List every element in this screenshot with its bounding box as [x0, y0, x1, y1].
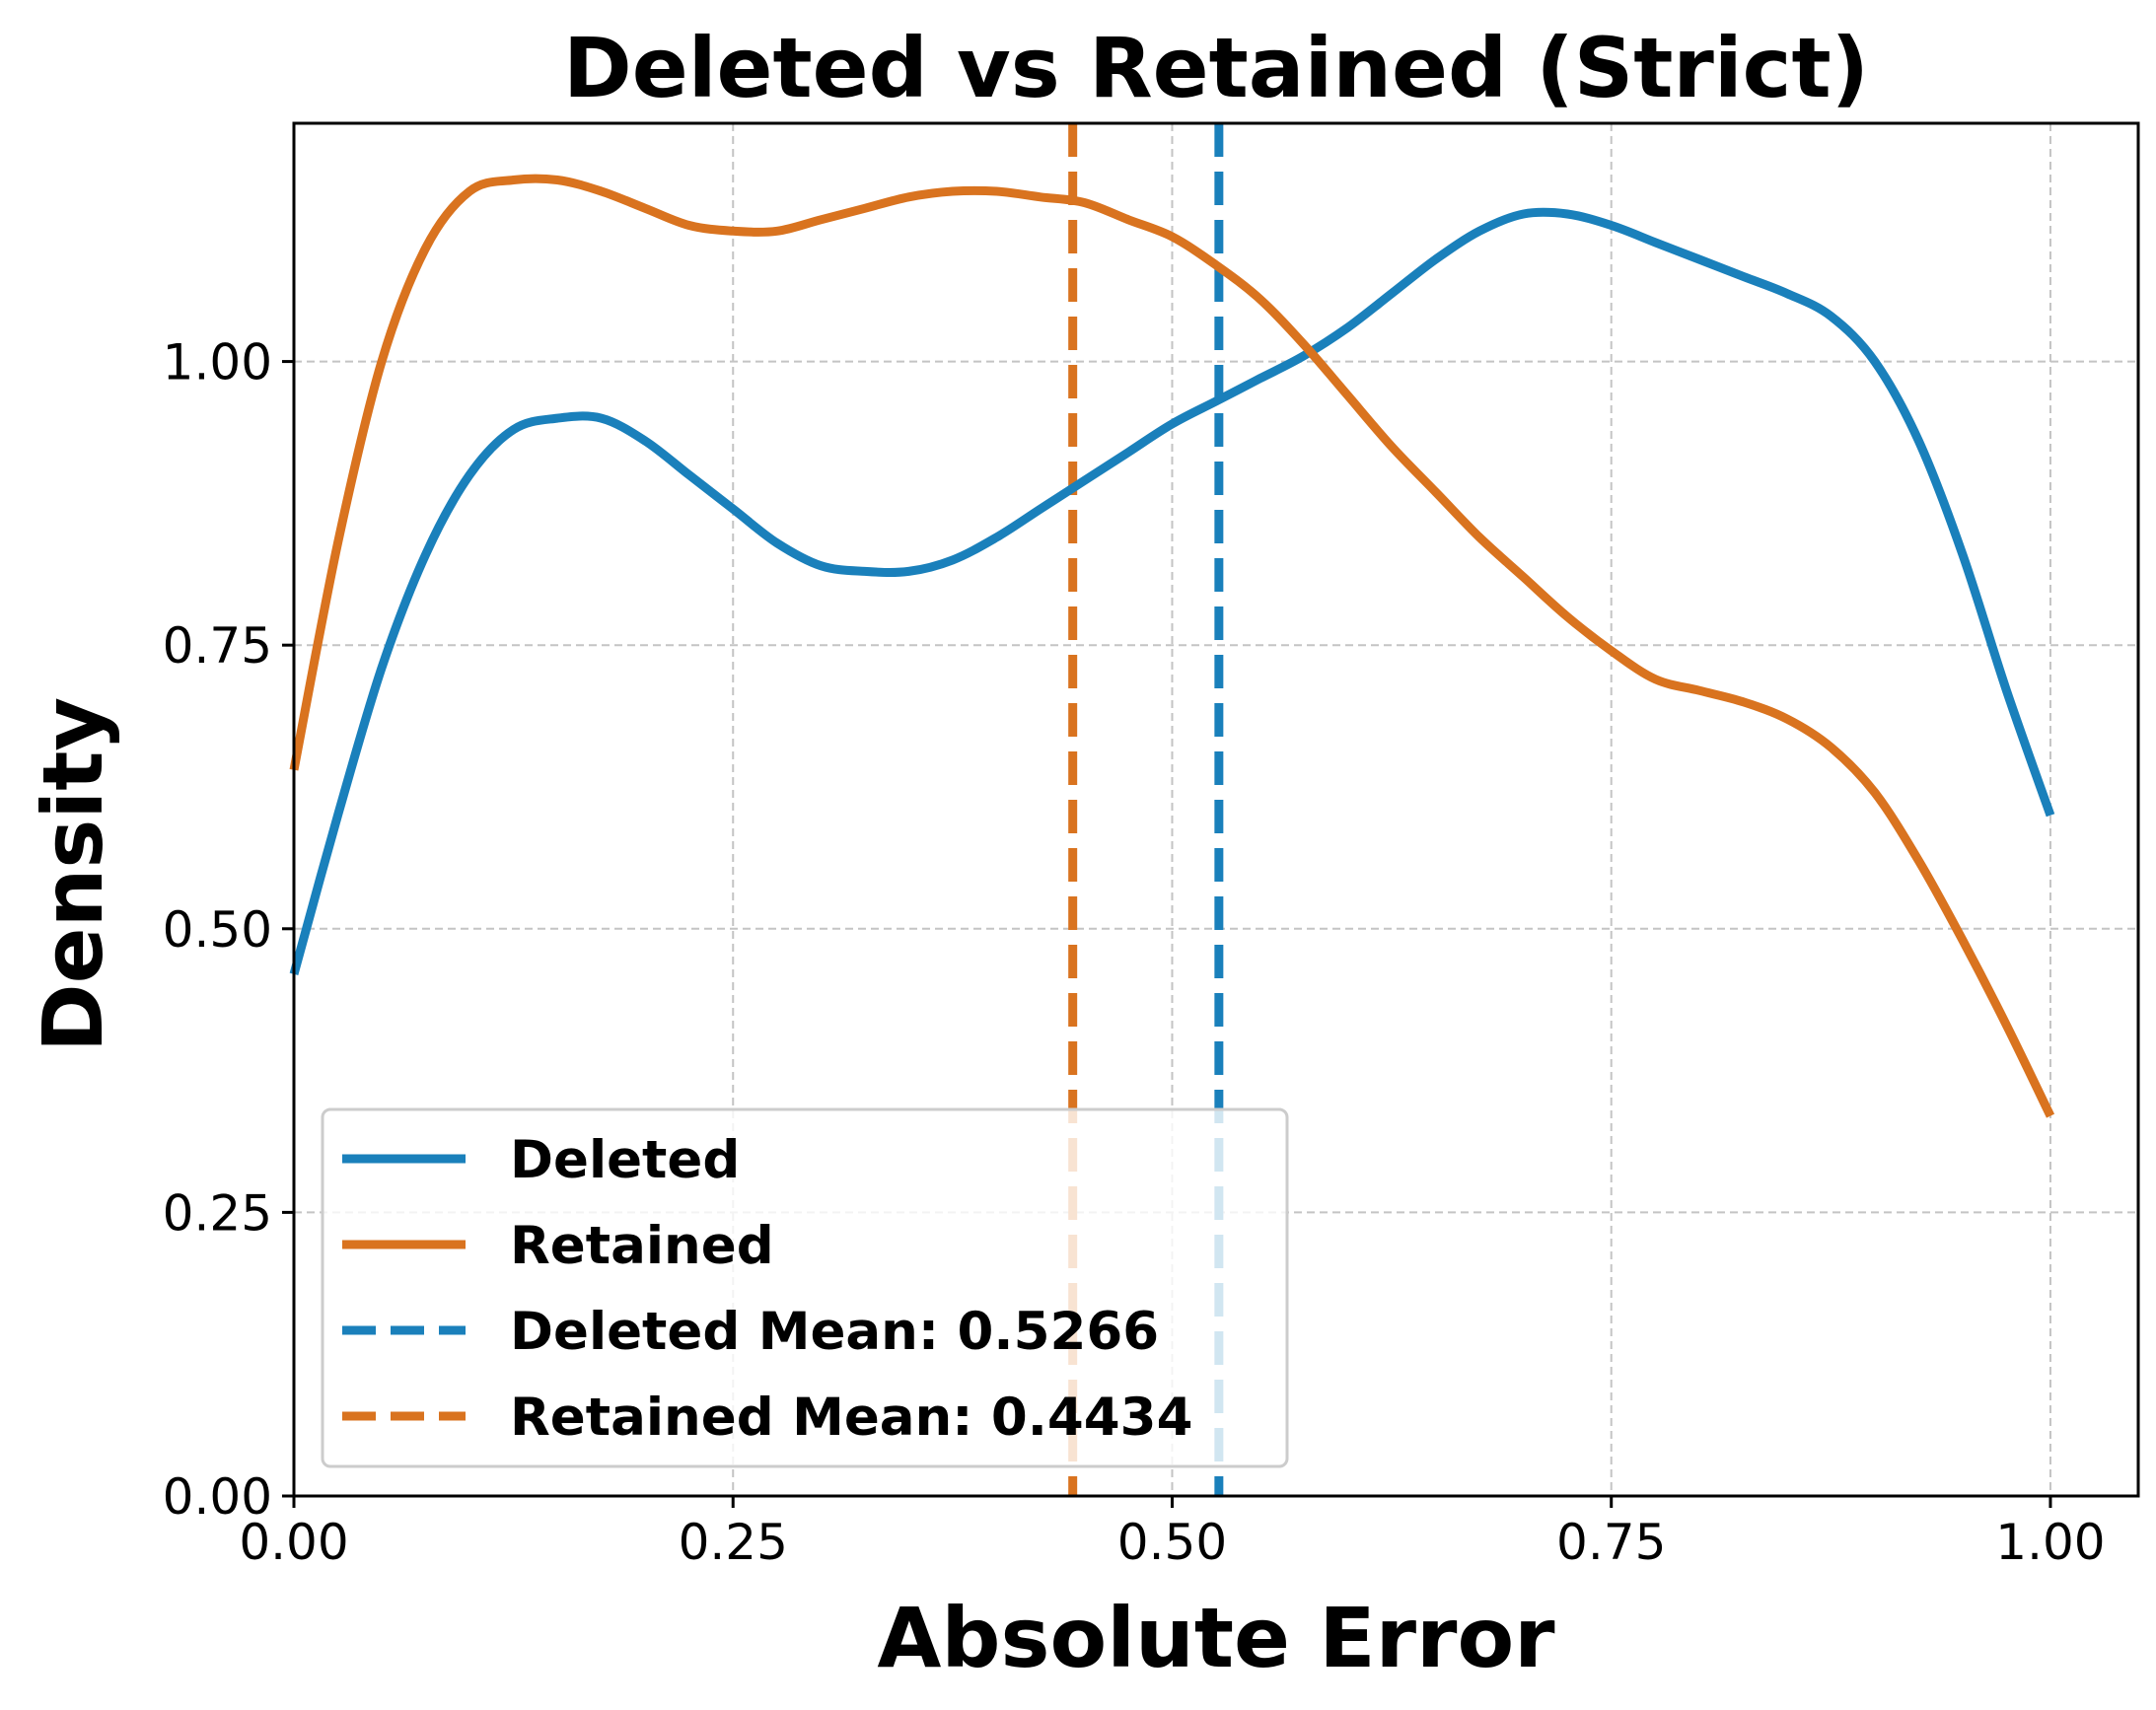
legend-box — [321, 1107, 1289, 1468]
plot-frame — [292, 121, 2140, 1498]
y-tick-label: 0.00 — [163, 1468, 272, 1526]
legend-label: Deleted Mean: 0.5266 — [510, 1302, 1159, 1362]
x-tick-label: 1.00 — [1995, 1514, 2105, 1571]
axis-ticks: 0.00 0.25 0.50 0.75 1.00 0.00 0.25 0.50 0.75 1.00 — [163, 334, 2106, 1571]
y-tick-label: 0.50 — [163, 901, 272, 959]
x-tick-label: 0.75 — [1556, 1514, 1666, 1571]
x-axis-label: Absolute Error — [877, 1590, 1555, 1686]
x-tick-label: 0.25 — [679, 1514, 788, 1571]
y-axis-label: Density — [25, 697, 121, 1052]
y-tick-label: 0.75 — [163, 617, 272, 675]
y-tick-label: 1.00 — [163, 334, 272, 392]
chart-title: Deleted vs Retained (Strict) — [563, 20, 1869, 116]
legend: Deleted Retained Deleted Mean: 0.5266 Retai… — [321, 1107, 1289, 1468]
legend-label: Deleted — [510, 1130, 740, 1190]
legend-label: Retained Mean: 0.4434 — [510, 1388, 1192, 1448]
y-tick-label: 0.25 — [163, 1184, 272, 1242]
series-line-retained — [289, 174, 2055, 1118]
x-tick-label: 0.00 — [239, 1514, 348, 1571]
series-line-deleted — [289, 207, 2055, 975]
series-curves — [289, 174, 2055, 1118]
x-tick-label: 0.50 — [1117, 1514, 1227, 1571]
legend-label: Retained — [510, 1216, 774, 1276]
